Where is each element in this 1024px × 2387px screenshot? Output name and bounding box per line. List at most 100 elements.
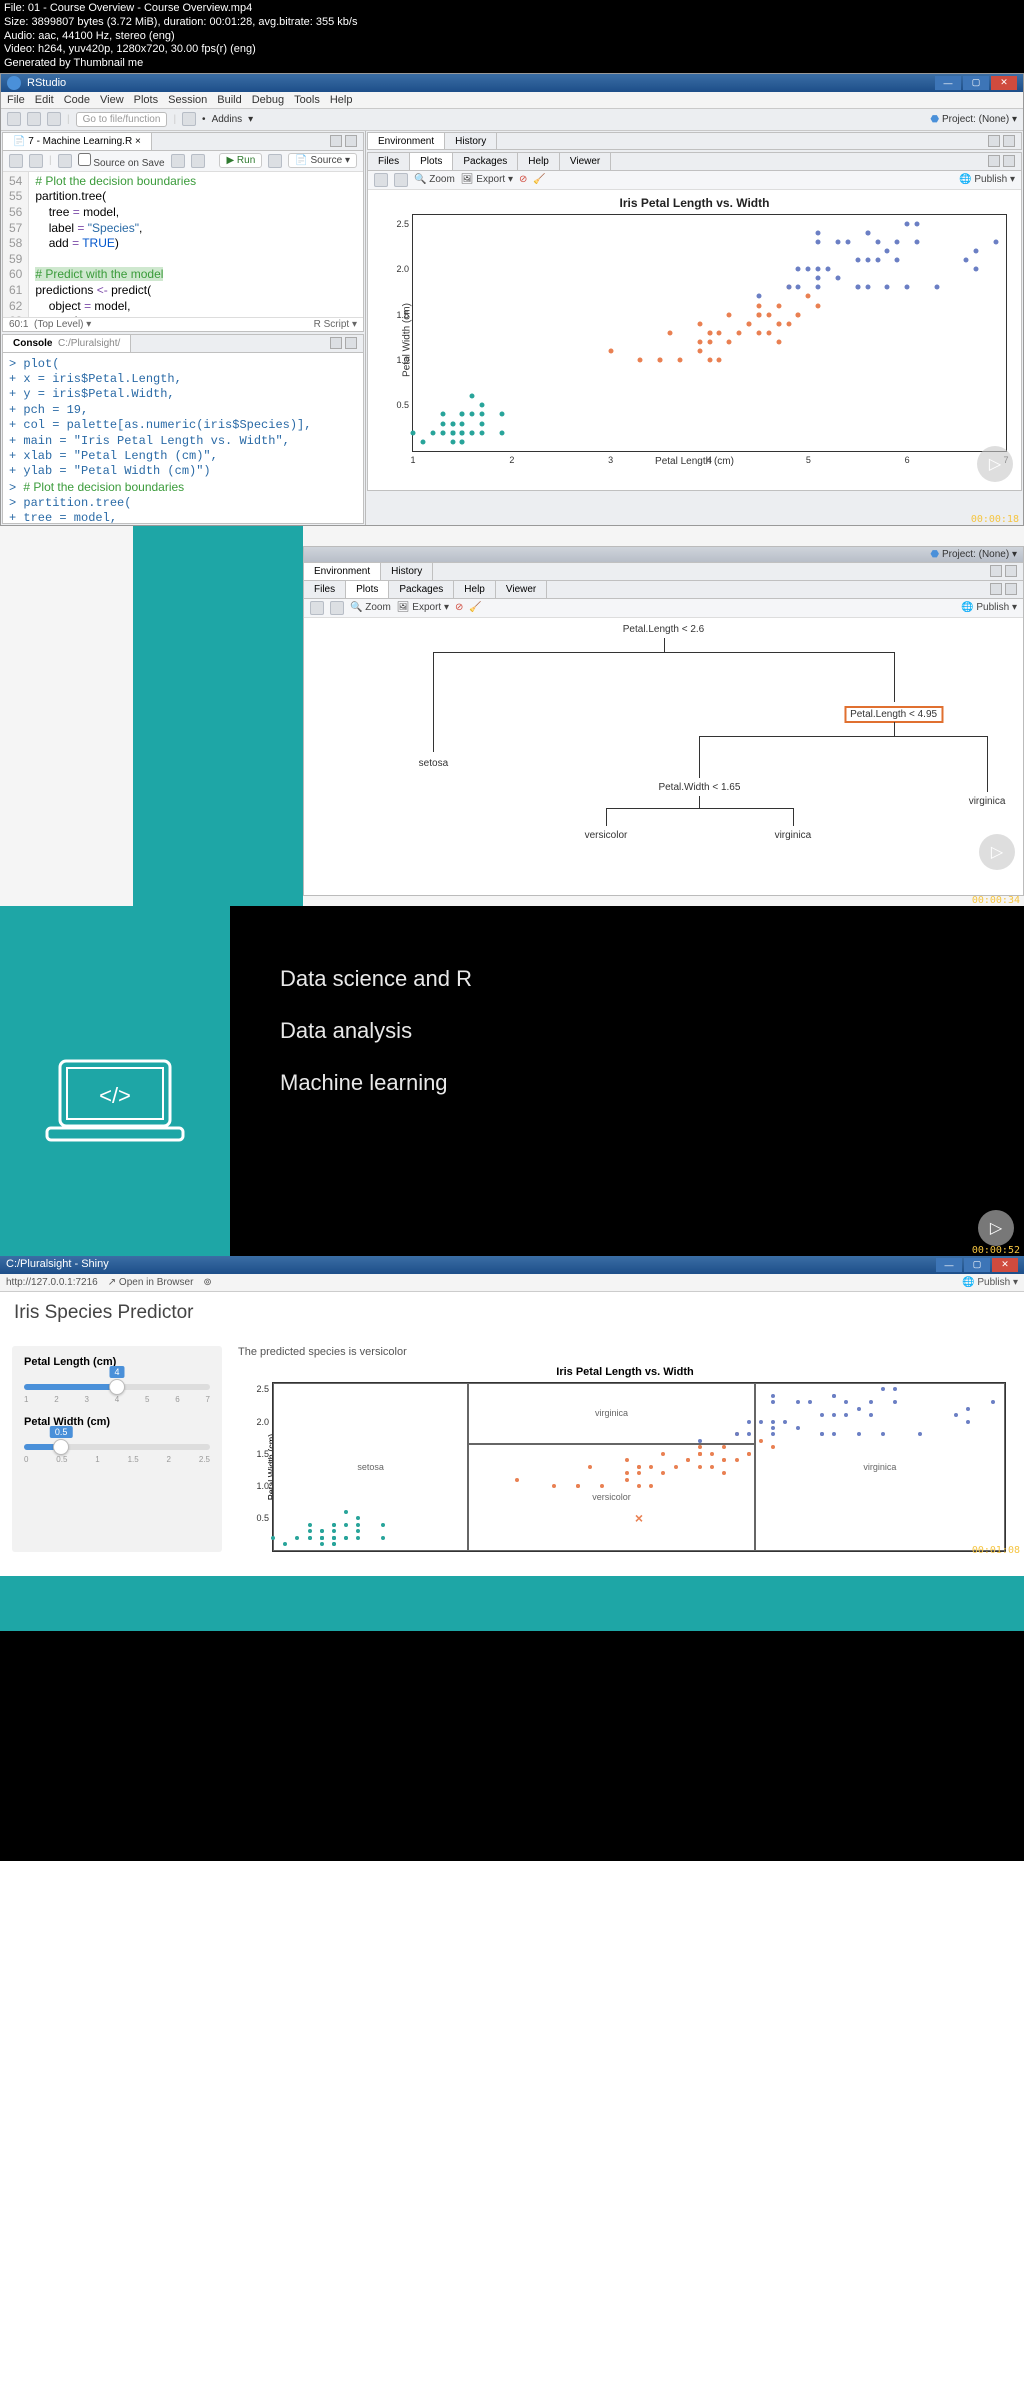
- menu-file[interactable]: File: [7, 94, 25, 106]
- minimize-icon[interactable]: —: [936, 1258, 962, 1272]
- slide-line-3: Machine learning: [280, 1070, 974, 1096]
- help-tab[interactable]: Help: [454, 581, 496, 598]
- new-file-icon[interactable]: [7, 112, 21, 126]
- info-file: File: 01 - Course Overview - Course Over…: [4, 2, 1020, 16]
- minimize-icon[interactable]: —: [935, 76, 961, 90]
- project-menu[interactable]: ⬣ Project: (None) ▾: [930, 114, 1017, 125]
- grid-icon[interactable]: [182, 112, 196, 126]
- tree-root: Petal.Length < 2.6: [623, 624, 704, 635]
- wand-icon[interactable]: [171, 154, 185, 168]
- shiny-titlebar[interactable]: C:/Pluralsight - Shiny — ▢ ✕: [0, 1256, 1024, 1274]
- clear-plots-icon[interactable]: 🧹: [533, 174, 545, 185]
- source-tab[interactable]: 📄 7 - Machine Learning.R ×: [3, 133, 152, 150]
- pane-min-icon[interactable]: [330, 135, 342, 147]
- play-icon[interactable]: ▷: [979, 834, 1015, 870]
- maximize-icon[interactable]: ▢: [964, 1258, 990, 1272]
- publish-button[interactable]: 🌐 Publish ▾: [962, 1277, 1018, 1288]
- publish-button[interactable]: 🌐 Publish ▾: [959, 174, 1015, 185]
- next-plot-icon[interactable]: [394, 173, 408, 187]
- export-button[interactable]: 🖼 Export ▾: [397, 602, 449, 613]
- menu-edit[interactable]: Edit: [35, 94, 54, 106]
- pane-min-icon[interactable]: [990, 565, 1002, 577]
- pane-max-icon[interactable]: [345, 337, 357, 349]
- export-button[interactable]: 🖼 Export ▾: [461, 174, 513, 185]
- scope-label[interactable]: (Top Level) ▾: [34, 319, 91, 330]
- goto-input[interactable]: Go to file/function: [76, 112, 168, 127]
- env-tab[interactable]: Environment: [368, 133, 445, 150]
- pane-min-icon[interactable]: [988, 135, 1000, 147]
- menu-session[interactable]: Session: [168, 94, 207, 106]
- control-sidebar: Petal Length (cm) 4 1234567 Petal Width …: [12, 1346, 222, 1552]
- addins-button[interactable]: Addins: [212, 114, 243, 125]
- viewer-tab[interactable]: Viewer: [560, 153, 611, 170]
- teal-bar: [0, 1576, 1024, 1631]
- project-menu[interactable]: ⬣ Project: (None) ▾: [930, 549, 1017, 560]
- console-pane: Console C:/Pluralsight/ > plot( + x = ir…: [2, 334, 364, 524]
- help-tab[interactable]: Help: [518, 153, 560, 170]
- publish-button[interactable]: 🌐 Publish ▾: [961, 602, 1017, 613]
- save-src-icon[interactable]: [58, 154, 72, 168]
- console-output[interactable]: > plot( + x = iris$Petal.Length, + y = i…: [3, 353, 363, 523]
- plots-tab[interactable]: Plots: [410, 153, 453, 170]
- close-icon[interactable]: ✕: [991, 76, 1017, 90]
- close-icon[interactable]: ✕: [992, 1258, 1018, 1272]
- console-tab[interactable]: Console C:/Pluralsight/: [3, 335, 131, 352]
- menu-build[interactable]: Build: [217, 94, 241, 106]
- packages-tab[interactable]: Packages: [389, 581, 454, 598]
- prev-plot-icon[interactable]: [374, 173, 388, 187]
- save-icon[interactable]: [47, 112, 61, 126]
- code-editor[interactable]: 54555657585960616263 # Plot the decision…: [3, 172, 363, 317]
- scatter-plot: Iris Petal Length vs. Width Petal Width …: [368, 190, 1021, 490]
- timestamp: 00:00:18: [971, 514, 1019, 525]
- menu-tools[interactable]: Tools: [294, 94, 320, 106]
- rstudio-window: RStudio — ▢ ✕ File Edit Code View Plots Sessi…: [0, 73, 1024, 526]
- menu-debug[interactable]: Debug: [252, 94, 284, 106]
- packages-tab[interactable]: Packages: [453, 153, 518, 170]
- env-tab[interactable]: Environment: [304, 563, 381, 580]
- next-plot-icon[interactable]: [330, 601, 344, 615]
- forward-icon[interactable]: [29, 154, 43, 168]
- pane-max-icon[interactable]: [345, 135, 357, 147]
- source-on-save-checkbox[interactable]: Source on Save: [78, 153, 165, 169]
- petal-width-slider[interactable]: 0.5 00.511.522.5: [24, 1434, 210, 1464]
- back-icon[interactable]: [9, 154, 23, 168]
- clear-plots-icon[interactable]: 🧹: [469, 602, 481, 613]
- find-icon[interactable]: [191, 154, 205, 168]
- info-gen: Generated by Thumbnail me: [4, 57, 1020, 71]
- pane-max-icon[interactable]: [1003, 135, 1015, 147]
- open-browser-button[interactable]: ↗ Open in Browser: [108, 1277, 194, 1288]
- rerun-icon[interactable]: [268, 154, 282, 168]
- lang-label[interactable]: R Script ▾: [314, 319, 357, 330]
- menu-code[interactable]: Code: [64, 94, 90, 106]
- prev-plot-icon[interactable]: [310, 601, 324, 615]
- remove-plot-icon[interactable]: ⊘: [455, 602, 463, 613]
- menu-help[interactable]: Help: [330, 94, 353, 106]
- menu-view[interactable]: View: [100, 94, 124, 106]
- pane-min-icon[interactable]: [988, 155, 1000, 167]
- play-icon[interactable]: ▷: [978, 1210, 1014, 1246]
- plots-tab[interactable]: Plots: [346, 581, 389, 598]
- menu-plots[interactable]: Plots: [134, 94, 158, 106]
- run-button[interactable]: ▶ Run: [219, 153, 262, 168]
- pane-min-icon[interactable]: [330, 337, 342, 349]
- zoom-button[interactable]: 🔍 Zoom: [414, 174, 455, 185]
- play-icon[interactable]: ▷: [977, 446, 1013, 482]
- open-file-icon[interactable]: [27, 112, 41, 126]
- viewer-tab[interactable]: Viewer: [496, 581, 547, 598]
- tool-icon[interactable]: ⊚: [203, 1277, 211, 1288]
- history-tab[interactable]: History: [381, 563, 433, 580]
- source-button[interactable]: 📄 Source ▾: [288, 153, 357, 168]
- timestamp: 00:00:34: [972, 895, 1020, 906]
- history-tab[interactable]: History: [445, 133, 497, 150]
- files-tab[interactable]: Files: [304, 581, 346, 598]
- pane-max-icon[interactable]: [1005, 565, 1017, 577]
- pane-max-icon[interactable]: [1005, 583, 1017, 595]
- petal-length-slider[interactable]: 4 1234567: [24, 1374, 210, 1404]
- pane-min-icon[interactable]: [990, 583, 1002, 595]
- pane-max-icon[interactable]: [1003, 155, 1015, 167]
- maximize-icon[interactable]: ▢: [963, 76, 989, 90]
- window-titlebar[interactable]: RStudio — ▢ ✕: [1, 74, 1023, 92]
- files-tab[interactable]: Files: [368, 153, 410, 170]
- zoom-button[interactable]: 🔍 Zoom: [350, 602, 391, 613]
- remove-plot-icon[interactable]: ⊘: [519, 174, 527, 185]
